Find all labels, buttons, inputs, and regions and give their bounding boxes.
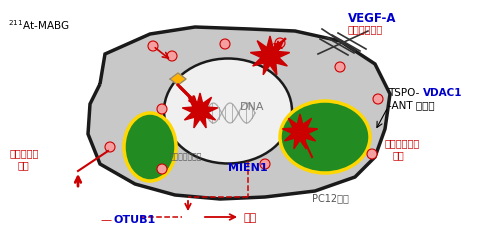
Text: -ANT 複合体: -ANT 複合体 (388, 100, 435, 109)
Text: 殺傷: 殺傷 (18, 159, 30, 169)
Text: ミトコンドリア: ミトコンドリア (170, 151, 203, 160)
Circle shape (367, 149, 377, 159)
Circle shape (148, 42, 158, 52)
Text: OTUB1: OTUB1 (113, 214, 155, 224)
Text: VEGF-A: VEGF-A (348, 12, 397, 25)
Polygon shape (182, 94, 218, 128)
Text: PC12細胞: PC12細胞 (312, 192, 349, 202)
Circle shape (105, 142, 115, 152)
Ellipse shape (124, 114, 176, 181)
PathPatch shape (88, 28, 390, 199)
Text: TSPO-: TSPO- (388, 88, 419, 98)
Circle shape (157, 105, 167, 114)
Polygon shape (170, 74, 186, 86)
Circle shape (220, 40, 230, 50)
Text: VDAC1: VDAC1 (423, 88, 463, 98)
Circle shape (167, 52, 177, 62)
Polygon shape (250, 37, 290, 76)
Circle shape (157, 164, 167, 174)
Ellipse shape (280, 101, 370, 173)
Ellipse shape (164, 59, 292, 164)
Text: がん細胞の: がん細胞の (10, 147, 39, 157)
Text: 血管形成誘導: 血管形成誘導 (348, 24, 383, 34)
Text: 応答: 応答 (393, 149, 405, 159)
Circle shape (335, 63, 345, 73)
Polygon shape (282, 114, 318, 149)
Text: MIEN1: MIEN1 (228, 162, 267, 172)
Circle shape (373, 95, 383, 105)
Text: 酸化ストレス: 酸化ストレス (385, 137, 420, 147)
Text: $^{211}$At-MABG: $^{211}$At-MABG (8, 18, 69, 32)
Text: DNA: DNA (240, 101, 264, 112)
Circle shape (275, 39, 285, 49)
Polygon shape (273, 42, 282, 52)
Circle shape (260, 159, 270, 169)
Text: 転移: 転移 (243, 212, 256, 222)
Text: —: — (100, 214, 111, 224)
